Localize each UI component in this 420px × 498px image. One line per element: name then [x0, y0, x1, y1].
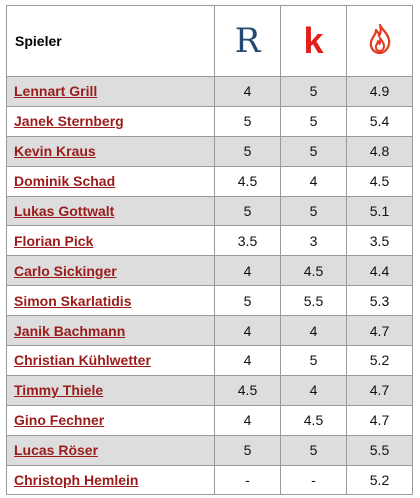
player-link[interactable]: Lucas Röser	[14, 442, 99, 459]
player-cell: Christoph Hemlein	[6, 464, 215, 496]
rating-k-cell: 5	[280, 135, 347, 167]
rating-k-cell: 5	[280, 345, 347, 376]
table-row: Janek Sternberg 5 5 5.4	[6, 105, 413, 137]
table-row: Florian Pick 3.5 3 3.5	[6, 225, 413, 257]
player-cell: Janek Sternberg	[6, 105, 215, 137]
rating-r-cell: 4	[214, 76, 281, 107]
rating-f-cell: 4.7	[346, 315, 413, 347]
player-cell: Simon Skarlatidis	[6, 285, 215, 317]
rating-f-cell: 5.2	[346, 464, 413, 496]
player-link[interactable]: Simon Skarlatidis	[14, 292, 132, 309]
rating-r-cell: 4	[214, 404, 281, 436]
rating-r-cell: 5	[214, 434, 281, 466]
rating-f-cell: 4.7	[346, 374, 413, 406]
rating-k-cell: 3	[280, 225, 347, 257]
rating-k-cell: 4.5	[280, 404, 347, 436]
rating-k-cell: 5	[280, 105, 347, 137]
table-row: Gino Fechner 4 4.5 4.7	[6, 404, 413, 436]
player-link[interactable]: Timmy Thiele	[14, 382, 104, 399]
rating-k-cell: 5	[280, 76, 347, 107]
player-cell: Lucas Röser	[6, 434, 215, 466]
rating-k-cell: 4	[280, 165, 347, 197]
rating-k-cell: 4.5	[280, 255, 347, 287]
rating-k-cell: 5	[280, 195, 347, 227]
table-header-row: Spieler R k	[6, 5, 413, 77]
player-cell: Lennart Grill	[6, 76, 215, 107]
player-cell: Lukas Gottwalt	[6, 195, 215, 227]
player-cell: Timmy Thiele	[6, 374, 215, 406]
player-link[interactable]: Florian Pick	[14, 232, 94, 249]
rating-r-cell: 3.5	[214, 225, 281, 257]
player-link[interactable]: Dominik Schad	[14, 173, 116, 190]
column-header-k: k	[280, 5, 347, 77]
rating-k-cell: 4	[280, 315, 347, 347]
rating-r-cell: 4	[214, 315, 281, 347]
player-link[interactable]: Kevin Kraus	[14, 143, 96, 160]
column-header-fire	[346, 5, 413, 77]
rating-f-cell: 5.3	[346, 285, 413, 317]
table-row: Lennart Grill 4 5 4.9	[6, 76, 413, 107]
rating-f-cell: 4.4	[346, 255, 413, 287]
k-logo-icon: k	[303, 20, 324, 61]
player-link[interactable]: Christian Kühlwetter	[14, 352, 151, 369]
rating-k-cell: -	[280, 464, 347, 496]
rating-f-cell: 4.9	[346, 76, 413, 107]
rating-f-cell: 3.5	[346, 225, 413, 257]
player-link[interactable]: Janek Sternberg	[14, 113, 124, 130]
player-cell: Janik Bachmann	[6, 315, 215, 347]
rating-f-cell: 4.7	[346, 404, 413, 436]
player-link[interactable]: Janik Bachmann	[14, 322, 126, 339]
rating-k-cell: 5	[280, 434, 347, 466]
rating-r-cell: 4	[214, 345, 281, 376]
player-link[interactable]: Lukas Gottwalt	[14, 203, 115, 219]
rating-r-cell: 5	[214, 135, 281, 167]
table-row: Christoph Hemlein - -5.2	[6, 464, 413, 496]
table-row: Christian Kühlwetter 4 5 5.2	[6, 345, 413, 376]
rating-r-cell: 4	[214, 255, 281, 287]
table-row: Simon Skarlatidis 5 5.5 5.3	[6, 285, 413, 317]
player-link[interactable]: Gino Fechner	[14, 412, 105, 429]
player-cell: Dominik Schad	[6, 165, 215, 197]
column-header-player: Spieler	[6, 5, 215, 77]
ratings-table-container: Spieler R k Lennart Grill 4 5 4.9 Janek Ster…	[6, 5, 413, 496]
table-row: Timmy Thiele 4.5 4 4.7	[6, 374, 413, 406]
table-row: Dominik Schad 4.5 4 4.5	[6, 165, 413, 197]
rating-r-cell: 5	[214, 105, 281, 137]
player-cell: Kevin Kraus	[6, 135, 215, 167]
table-row: Janik Bachmann 4 4 4.7	[6, 315, 413, 347]
rating-f-cell: 5.1	[346, 195, 413, 227]
rating-r-cell: 4.5	[214, 374, 281, 406]
rating-f-cell: 4.8	[346, 135, 413, 167]
ratings-table: Spieler R k Lennart Grill 4 5 4.9 Janek Ster…	[6, 5, 413, 496]
rating-k-cell: 5.5	[280, 285, 347, 317]
player-cell: Gino Fechner	[6, 404, 215, 436]
column-header-r: R	[214, 5, 281, 77]
player-cell: Florian Pick	[6, 225, 215, 257]
rating-r-cell: 4.5	[214, 165, 281, 197]
rating-f-cell: 5.5	[346, 434, 413, 466]
rating-f-cell: 5.2	[346, 345, 413, 376]
table-row: Lucas Röser 5 5 5.5	[6, 434, 413, 466]
table-row: Carlo Sickinger 4 4.5 4.4	[6, 255, 413, 287]
player-link[interactable]: Lennart Grill	[14, 83, 98, 100]
rating-k-cell: 4	[280, 374, 347, 406]
rating-r-cell: 5	[214, 285, 281, 317]
flame-icon	[367, 23, 393, 59]
rating-f-cell: 5.4	[346, 105, 413, 137]
table-row: Lukas Gottwalt 5 5 5.1	[6, 195, 413, 227]
r-logo-icon: R	[234, 21, 261, 61]
player-cell: Christian Kühlwetter	[6, 345, 215, 376]
rating-r-cell: 5	[214, 195, 281, 227]
player-cell: Carlo Sickinger	[6, 255, 215, 287]
rating-f-cell: 4.5	[346, 165, 413, 197]
rating-r-cell: -	[214, 464, 281, 496]
player-link[interactable]: Christoph Hemlein	[14, 472, 139, 489]
table-row: Kevin Kraus 5 5 4.8	[6, 135, 413, 167]
player-link[interactable]: Carlo Sickinger	[14, 262, 117, 279]
